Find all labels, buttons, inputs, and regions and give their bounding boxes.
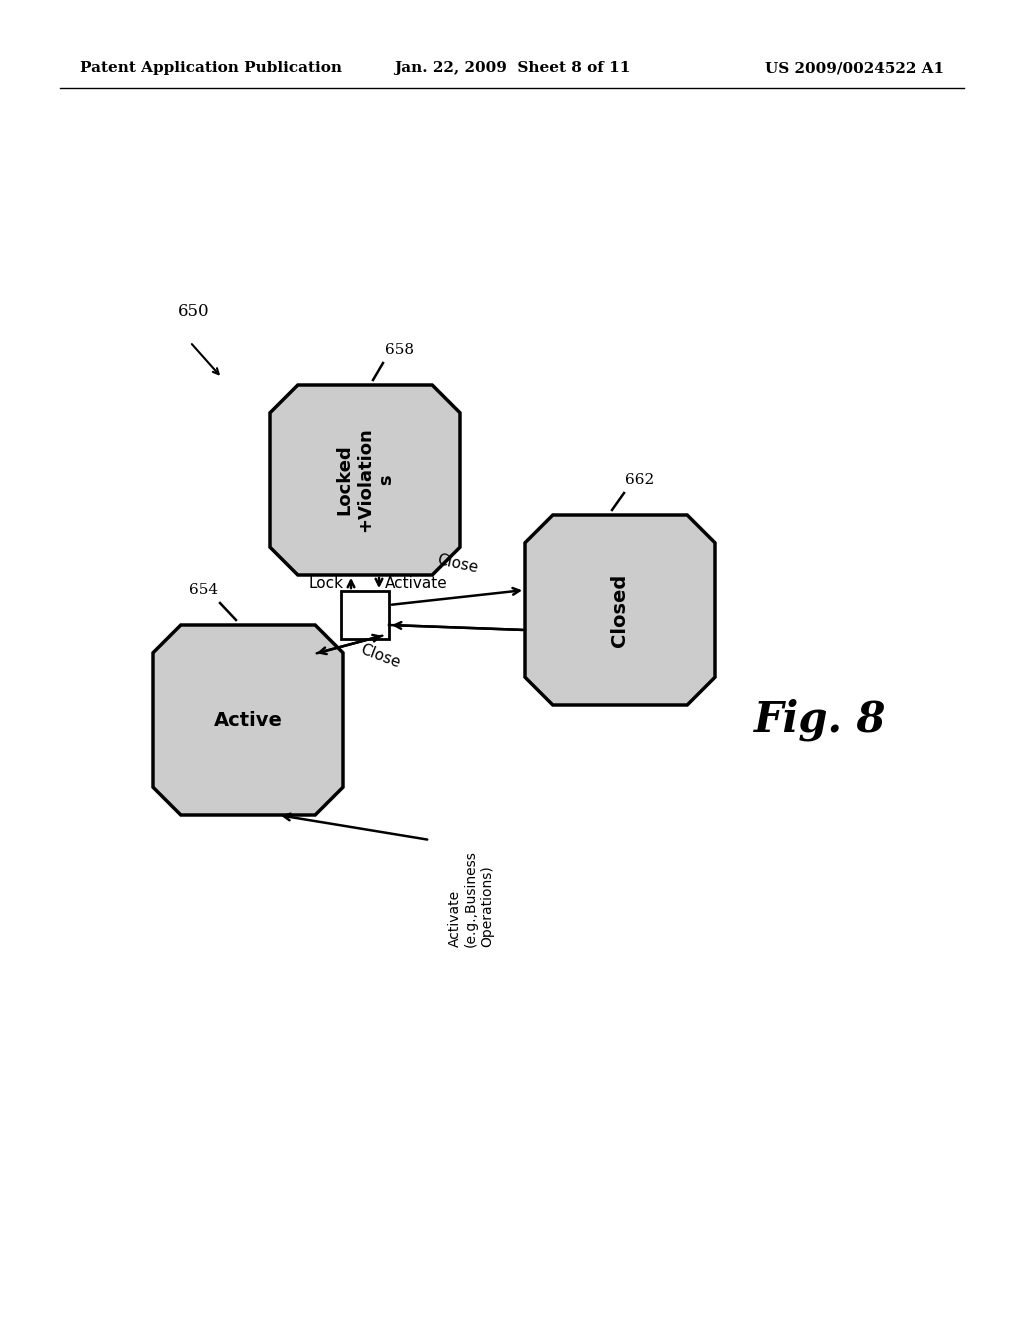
- Text: Fig. 8: Fig. 8: [754, 698, 886, 742]
- Text: Patent Application Publication: Patent Application Publication: [80, 61, 342, 75]
- Polygon shape: [270, 385, 460, 576]
- Text: 650: 650: [178, 304, 210, 319]
- Text: Close: Close: [435, 552, 479, 576]
- Text: Activate: Activate: [385, 576, 447, 590]
- Text: Locked
+Violation
s: Locked +Violation s: [335, 428, 395, 532]
- Text: Jan. 22, 2009  Sheet 8 of 11: Jan. 22, 2009 Sheet 8 of 11: [394, 61, 630, 75]
- Text: US 2009/0024522 A1: US 2009/0024522 A1: [765, 61, 944, 75]
- Text: 654: 654: [188, 583, 218, 597]
- Text: 658: 658: [385, 343, 414, 356]
- Text: 662: 662: [625, 473, 654, 487]
- Text: Close: Close: [357, 643, 402, 672]
- Polygon shape: [525, 515, 715, 705]
- Bar: [341, 591, 389, 639]
- Text: Active: Active: [214, 710, 283, 730]
- Text: Closed: Closed: [610, 573, 630, 647]
- Polygon shape: [153, 624, 343, 814]
- Text: Lock: Lock: [308, 576, 343, 590]
- Text: Activate
(e.g.,Business
Operations): Activate (e.g.,Business Operations): [449, 850, 495, 946]
